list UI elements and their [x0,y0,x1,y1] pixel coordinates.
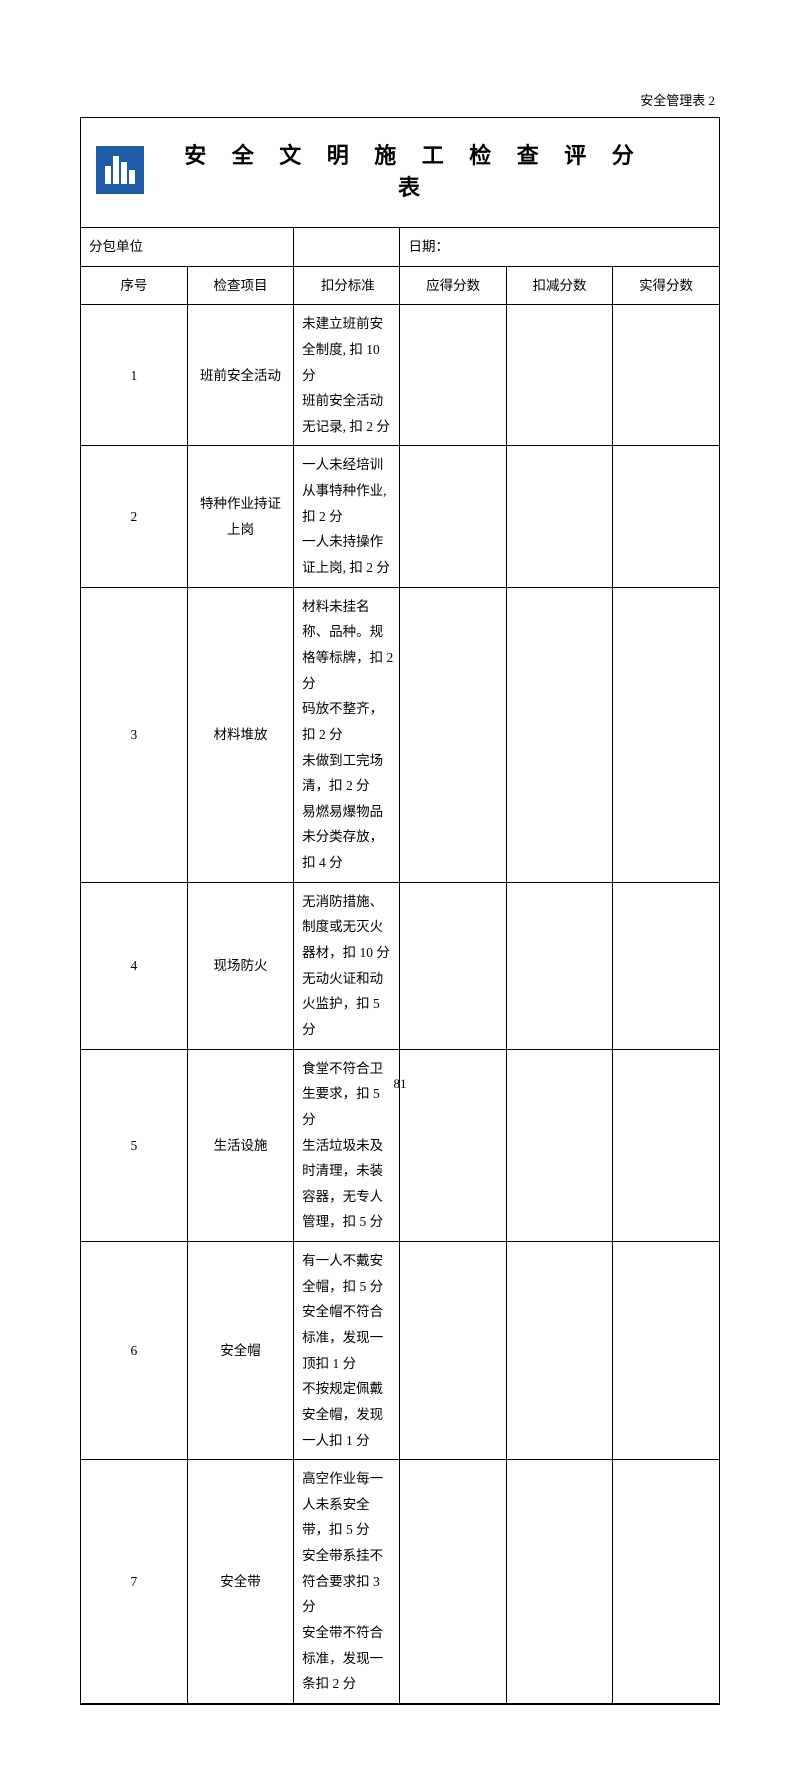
row-criteria: 有一人不戴安全帽，扣 5 分安全帽不符合标准，发现一顶扣 1 分不按规定佩戴安全… [294,1242,400,1460]
criteria-line: 一人未经培训从事特种作业, 扣 2 分 [302,452,393,529]
row-criteria: 高空作业每一人未系安全带，扣 5 分安全带系挂不符合要求扣 3 分安全带不符合标… [294,1460,400,1704]
criteria-line: 安全带不符合标准，发现一条扣 2 分 [302,1620,393,1697]
row-item: 材料堆放 [187,587,293,882]
row-should [400,882,506,1049]
row-deduct [506,587,612,882]
row-actual [613,882,719,1049]
row-seq: 3 [81,587,187,882]
table-row: 7安全带高空作业每一人未系安全带，扣 5 分安全带系挂不符合要求扣 3 分安全带… [81,1460,719,1704]
row-should [400,587,506,882]
criteria-line: 食堂不符合卫生要求，扣 5 分 [302,1056,393,1133]
row-seq: 4 [81,882,187,1049]
criteria-line: 易燃易爆物品未分类存放，扣 4 分 [302,799,393,876]
col-item-header: 检查项目 [187,266,293,305]
col-should-header: 应得分数 [400,266,506,305]
criteria-line: 无消防措施、制度或无灭火器材，扣 10 分 [302,889,393,966]
row-actual [613,305,719,446]
scoring-table: 分包单位 日期： 序号 检查项目 扣分标准 应得分数 扣减分数 实得分数 1班前… [81,228,719,1704]
row-seq: 1 [81,305,187,446]
title-section: 安 全 文 明 施 工 检 查 评 分 表 [81,118,719,228]
criteria-line: 未建立班前安全制度, 扣 10 分 [302,311,393,388]
form-container: 安 全 文 明 施 工 检 查 评 分 表 分包单位 日期： 序号 检查项目 扣… [80,117,720,1705]
row-actual [613,587,719,882]
row-deduct [506,446,612,587]
row-item: 安全帽 [187,1242,293,1460]
criteria-line: 材料未挂名称、品种。规格等标牌，扣 2 分 [302,594,393,697]
row-actual [613,1460,719,1704]
row-seq: 2 [81,446,187,587]
col-deduct-header: 扣减分数 [506,266,612,305]
row-item: 安全带 [187,1460,293,1704]
col-seq-header: 序号 [81,266,187,305]
date-label: 日期： [400,228,719,266]
document-page: 安全管理表 2 安 全 文 明 施 工 检 查 评 分 表 分包单位 日期： 序… [0,0,800,1765]
row-seq: 6 [81,1242,187,1460]
col-criteria-header: 扣分标准 [294,266,400,305]
row-item: 现场防火 [187,882,293,1049]
criteria-line: 安全帽不符合标准，发现一顶扣 1 分 [302,1299,393,1376]
criteria-line: 不按规定佩戴安全帽，发现一人扣 1 分 [302,1376,393,1453]
criteria-line: 无动火证和动火监护，扣 5 分 [302,966,393,1043]
row-criteria: 未建立班前安全制度, 扣 10 分班前安全活动无记录, 扣 2 分 [294,305,400,446]
header-row: 序号 检查项目 扣分标准 应得分数 扣减分数 实得分数 [81,266,719,305]
table-row: 2特种作业持证上岗一人未经培训从事特种作业, 扣 2 分一人未持操作证上岗, 扣… [81,446,719,587]
info-row: 分包单位 日期： [81,228,719,266]
row-deduct [506,1242,612,1460]
header-label: 安全管理表 2 [80,90,720,109]
row-deduct [506,305,612,446]
criteria-line: 一人未持操作证上岗, 扣 2 分 [302,529,393,580]
table-row: 3材料堆放材料未挂名称、品种。规格等标牌，扣 2 分码放不整齐，扣 2 分未做到… [81,587,719,882]
row-criteria: 材料未挂名称、品种。规格等标牌，扣 2 分码放不整齐，扣 2 分未做到工完场清，… [294,587,400,882]
criteria-line: 高空作业每一人未系安全带，扣 5 分 [302,1466,393,1543]
row-item: 特种作业持证上岗 [187,446,293,587]
table-row: 1班前安全活动未建立班前安全制度, 扣 10 分班前安全活动无记录, 扣 2 分 [81,305,719,446]
criteria-line: 班前安全活动无记录, 扣 2 分 [302,388,393,439]
criteria-line: 有一人不戴安全帽，扣 5 分 [302,1248,393,1299]
company-logo-icon [96,146,144,194]
row-seq: 7 [81,1460,187,1704]
unit-label: 分包单位 [81,228,294,266]
row-should [400,305,506,446]
page-number: 81 [0,1076,800,1092]
row-item: 班前安全活动 [187,305,293,446]
row-deduct [506,1460,612,1704]
row-should [400,1242,506,1460]
unit-value [294,228,400,266]
criteria-line: 生活垃圾未及时清理，未装容器，无专人管理，扣 5 分 [302,1133,393,1236]
row-actual [613,1242,719,1460]
row-deduct [506,882,612,1049]
criteria-line: 码放不整齐，扣 2 分 [302,696,393,747]
table-row: 6安全帽有一人不戴安全帽，扣 5 分安全帽不符合标准，发现一顶扣 1 分不按规定… [81,1242,719,1460]
table-row: 4现场防火无消防措施、制度或无灭火器材，扣 10 分无动火证和动火监护，扣 5 … [81,882,719,1049]
row-criteria: 无消防措施、制度或无灭火器材，扣 10 分无动火证和动火监护，扣 5 分 [294,882,400,1049]
criteria-line: 未做到工完场清，扣 2 分 [302,748,393,799]
row-actual [613,446,719,587]
row-should [400,1460,506,1704]
criteria-line: 安全带系挂不符合要求扣 3 分 [302,1543,393,1620]
col-actual-header: 实得分数 [613,266,719,305]
form-title: 安 全 文 明 施 工 检 查 评 分 表 [164,138,704,202]
row-should [400,446,506,587]
row-criteria: 一人未经培训从事特种作业, 扣 2 分一人未持操作证上岗, 扣 2 分 [294,446,400,587]
